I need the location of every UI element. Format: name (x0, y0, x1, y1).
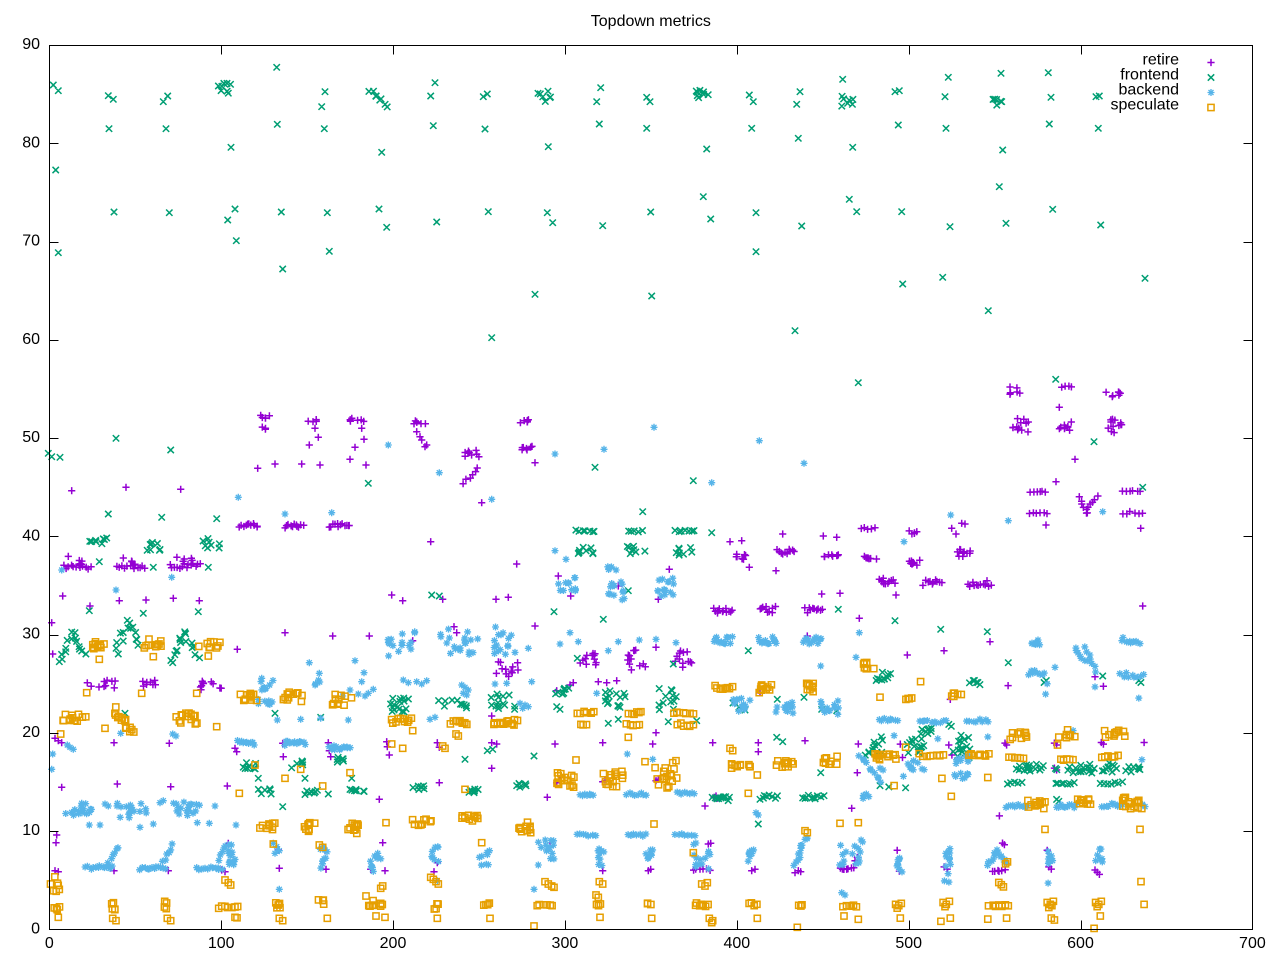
svg-text:10: 10 (22, 822, 40, 839)
svg-text:50: 50 (22, 429, 40, 446)
svg-text:200: 200 (380, 935, 407, 952)
svg-text:frontend: frontend (1120, 67, 1179, 84)
svg-text:retire: retire (1143, 52, 1180, 69)
svg-text:speculate: speculate (1111, 97, 1180, 114)
svg-text:400: 400 (723, 935, 750, 952)
svg-text:80: 80 (22, 134, 40, 151)
svg-text:600: 600 (1067, 935, 1094, 952)
svg-text:20: 20 (22, 724, 40, 741)
svg-text:70: 70 (22, 233, 40, 250)
svg-text:40: 40 (22, 527, 40, 544)
svg-text:300: 300 (552, 935, 579, 952)
svg-text:100: 100 (208, 935, 235, 952)
svg-text:60: 60 (22, 331, 40, 348)
svg-text:500: 500 (895, 935, 922, 952)
svg-text:30: 30 (22, 626, 40, 643)
svg-text:90: 90 (22, 36, 40, 53)
svg-text:0: 0 (31, 920, 40, 937)
svg-text:0: 0 (45, 935, 54, 952)
svg-text:Topdown metrics: Topdown metrics (591, 13, 711, 30)
svg-text:backend: backend (1119, 82, 1180, 99)
svg-text:700: 700 (1239, 935, 1266, 952)
